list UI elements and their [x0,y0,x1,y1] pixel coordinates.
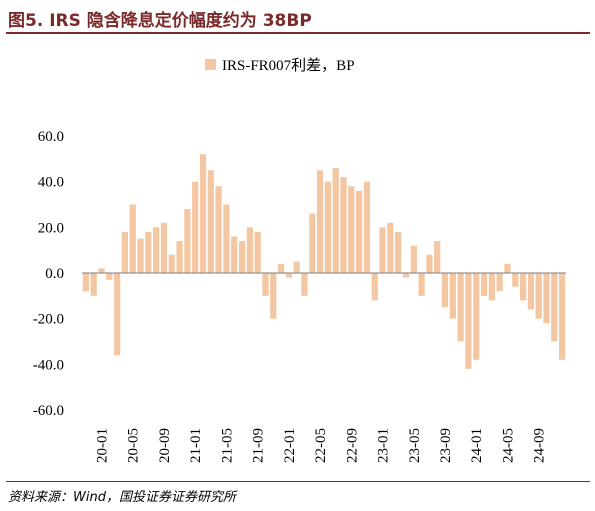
bar-23-01 [379,227,386,273]
x-tick-label: 24-09 [532,428,548,463]
bar-group [82,154,566,369]
bar-22-11 [363,181,371,273]
x-axis: 20-01 20-05 20-09 21-01 21-05 21-09 22-01 22-05… [95,428,548,463]
bar-23-09 [441,273,449,308]
bar-22-03 [301,273,308,296]
bar-21-09 [254,231,261,273]
bar-24-03 [488,273,495,301]
bar-20-04 [121,231,129,273]
bar-21-02 [199,154,207,273]
y-tick-label: 40.0 [38,175,64,191]
bar-22-01 [285,273,292,278]
y-tick-label: -20.0 [33,312,64,328]
x-tick-label: 22-05 [313,428,329,463]
y-tick-label: -40.0 [33,357,64,373]
chart-title: 图5. IRS 隐含降息定价幅度约为 38BP [8,11,312,31]
x-tick-label: 21-01 [188,428,204,463]
bar-22-09 [348,186,355,273]
bar-20-05 [129,204,136,273]
bar-23-08 [434,241,441,273]
x-tick-label: 22-09 [344,428,360,463]
bar-20-01 [98,268,105,273]
bar-22-05 [316,170,324,273]
bar-21-05 [223,204,230,273]
bar-22-07 [332,167,339,273]
x-tick-label: 21-09 [251,428,267,463]
bar-23-12 [465,273,472,369]
legend: IRS-FR007利差，BP [205,54,355,74]
bar-20-03 [114,273,121,356]
x-tick-label: 24-01 [469,428,485,463]
x-tick-label: 20-01 [95,428,111,463]
title-bar: 图5. IRS 隐含降息定价幅度约为 38BP [0,0,595,34]
x-tick-label: 21-05 [219,428,235,463]
bar-22-02 [293,261,300,273]
x-tick-label: 23-09 [438,428,454,463]
bar-20-09 [160,222,168,273]
bar-22-12 [371,273,378,301]
y-tick-label: 0.0 [45,266,64,282]
bar-21-12 [277,263,285,273]
bar-21-08 [246,227,253,273]
bar-24-08 [527,273,534,310]
y-axis: 60.0 40.0 20.0 0.0 -20.0 -40.0 -60.0 [33,129,64,419]
bar-20-06 [137,238,144,273]
bar-20-12 [184,209,191,273]
chart-svg: 60.040.020.00.0-20.0-40.0-60.0 20-01 20-0… [33,129,566,463]
bar-22-06 [324,181,332,273]
bar-21-04 [215,186,222,273]
y-tick-label: -60.0 [33,403,64,419]
bar-21-07 [238,241,246,273]
bar-22-04 [309,213,316,273]
source-divider [6,481,590,482]
x-tick-label: 22-01 [282,428,298,463]
bar-19-11 [82,273,90,292]
bar-22-08 [340,177,347,273]
title-divider [6,32,590,34]
x-tick-label: 23-01 [376,428,392,463]
bar-21-06 [231,236,238,273]
bar-24-10 [543,273,550,324]
bar-20-08 [153,227,160,273]
y-tick-label: 20.0 [38,220,64,236]
bar-21-10 [262,273,269,296]
bar-20-07 [145,231,152,273]
y-tick-label: 60.0 [38,129,64,145]
bar-21-03 [207,170,214,273]
x-tick-label: 23-05 [407,428,423,463]
bar-19-12 [90,273,97,296]
bar-23-04 [402,273,410,278]
bar-20-02 [106,273,113,280]
bar-24-02 [480,273,488,296]
bar-23-10 [449,273,456,319]
bar-23-02 [387,222,394,273]
x-tick-label: 24-05 [500,428,516,463]
bar-21-11 [270,273,277,319]
bar-24-01 [473,273,480,360]
bar-24-07 [519,273,527,301]
bar-23-11 [457,273,464,342]
legend-label: IRS-FR007利差，BP [222,57,355,74]
bar-24-09 [535,273,542,319]
source-note: 资料来源：Wind，国投证券证券研究所 [8,490,236,505]
bar-24-04 [496,273,503,292]
bar-23-05 [410,245,417,273]
bar-23-03 [395,231,402,273]
bar-24-12 [558,273,566,360]
bar-22-10 [356,190,363,273]
legend-swatch [205,58,216,70]
bar-20-10 [168,254,175,273]
bar-24-05 [504,263,511,273]
bar-23-07 [426,254,433,273]
bar-23-06 [418,273,425,296]
bar-24-11 [551,273,558,342]
bar-21-01 [192,181,199,273]
x-tick-label: 20-09 [157,428,173,463]
bar-24-06 [512,273,519,287]
bar-20-11 [176,241,183,273]
x-tick-label: 20-05 [126,428,142,463]
